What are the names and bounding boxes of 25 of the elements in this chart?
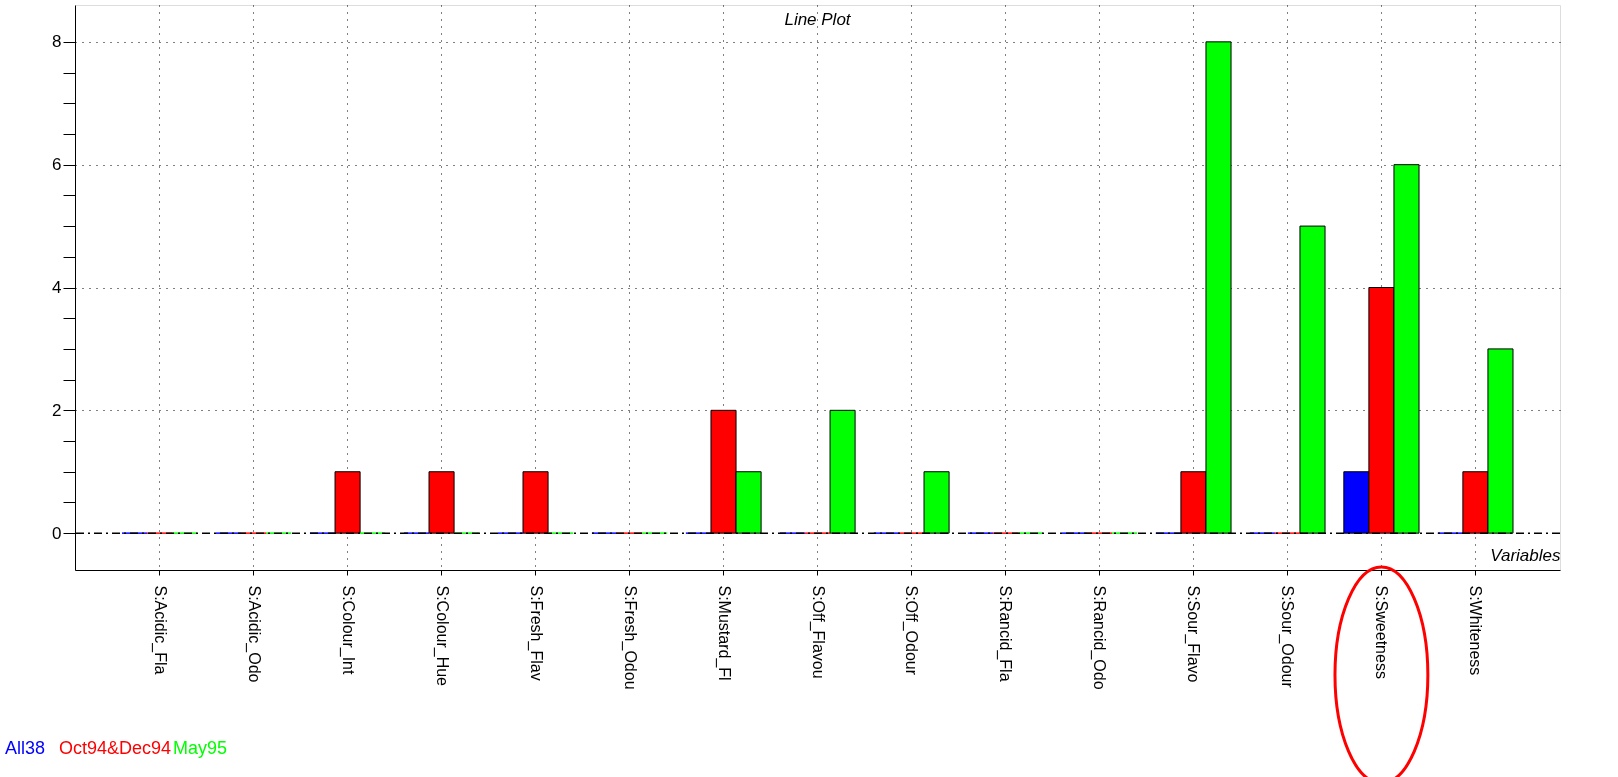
- x-tick-label: S:Off_Odour: [902, 585, 921, 676]
- text: All38: [5, 738, 46, 758]
- x-tick-label: S:Fresh_Odou: [620, 585, 639, 690]
- x-tick-label: S:Colour_Hue: [432, 585, 451, 687]
- x-tick-label: S:Sour_Flavo: [1184, 585, 1203, 683]
- text: May95: [173, 738, 228, 758]
- y-tick-label: 6: [52, 155, 62, 175]
- x-tick-label: S:Rancid_Odo: [1090, 585, 1109, 690]
- x-tick-label: S:Mustard_Fl: [714, 585, 733, 681]
- chart-title: Line Plot: [784, 10, 852, 29]
- x-tick-label: S:Colour_Int: [338, 585, 357, 675]
- x-tick-label: S:Whiteness: [1467, 585, 1485, 676]
- y-tick-label: 2: [52, 400, 62, 420]
- y-tick-label: 4: [52, 278, 62, 297]
- x-tick-label: S:Rancid_Fla: [996, 585, 1015, 682]
- x-tick-label: S:Acidic_Fla: [150, 585, 169, 675]
- y-tick-label: 0: [52, 523, 62, 543]
- y-tick-label: 8: [52, 32, 62, 52]
- x-axis-title: Variables: [1490, 545, 1561, 565]
- x-tick-label: S:Sweetness: [1373, 585, 1391, 679]
- x-tick-label: S:Off_Flavou: [808, 585, 827, 679]
- x-tick-label: S:Fresh_Flav: [526, 585, 545, 681]
- x-tick-label: S:Sour_Odour: [1278, 585, 1297, 689]
- text: Oct94&Dec94: [59, 738, 172, 758]
- x-tick-label: S:Acidic_Odo: [244, 585, 263, 683]
